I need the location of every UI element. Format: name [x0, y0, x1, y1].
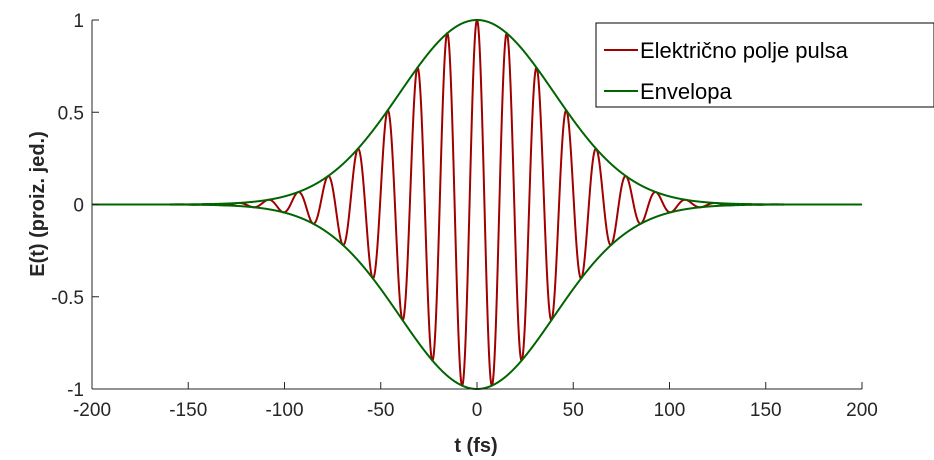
series-line-envelope-upper [92, 19, 862, 206]
x-tick-label: 200 [846, 400, 878, 421]
y-axis-title: E(t) (proiz. jed.) [27, 131, 49, 277]
x-tick-label: 50 [563, 400, 584, 421]
x-axis-title: t (fs) [454, 435, 497, 457]
x-tick-label: -200 [73, 400, 111, 421]
ticks: -200 -150 -100 -50 0 50 100 150 200 -1 -0.5 0 0.5 1 [51, 11, 878, 421]
legend-label-envelope: Envelopa [640, 79, 733, 104]
x-tick-label: 150 [750, 400, 782, 421]
x-tick-label: 0 [472, 400, 483, 421]
legend: Električno polje pulsa Envelopa [595, 22, 934, 108]
x-tick-label: -100 [265, 400, 303, 421]
legend-label-field: Električno polje pulsa [640, 38, 849, 63]
series-line-envelope-lower [92, 203, 862, 390]
y-tick-label: 0.5 [58, 103, 84, 124]
x-tick-label: 100 [654, 400, 686, 421]
y-tick-label: -1 [67, 380, 84, 401]
x-tick-label: -50 [367, 400, 394, 421]
y-tick-label: 1 [73, 11, 84, 32]
y-tick-label: -0.5 [51, 288, 84, 309]
y-tick-label: 0 [73, 196, 84, 217]
legend-box [595, 22, 934, 108]
x-tick-label: -150 [169, 400, 207, 421]
